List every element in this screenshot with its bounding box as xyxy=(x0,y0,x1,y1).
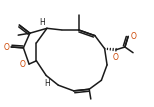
Text: O: O xyxy=(20,60,26,69)
Text: O: O xyxy=(113,53,119,62)
Text: H: H xyxy=(39,18,45,27)
Text: O: O xyxy=(4,42,10,51)
Text: O: O xyxy=(130,32,136,41)
Text: H: H xyxy=(44,80,50,88)
